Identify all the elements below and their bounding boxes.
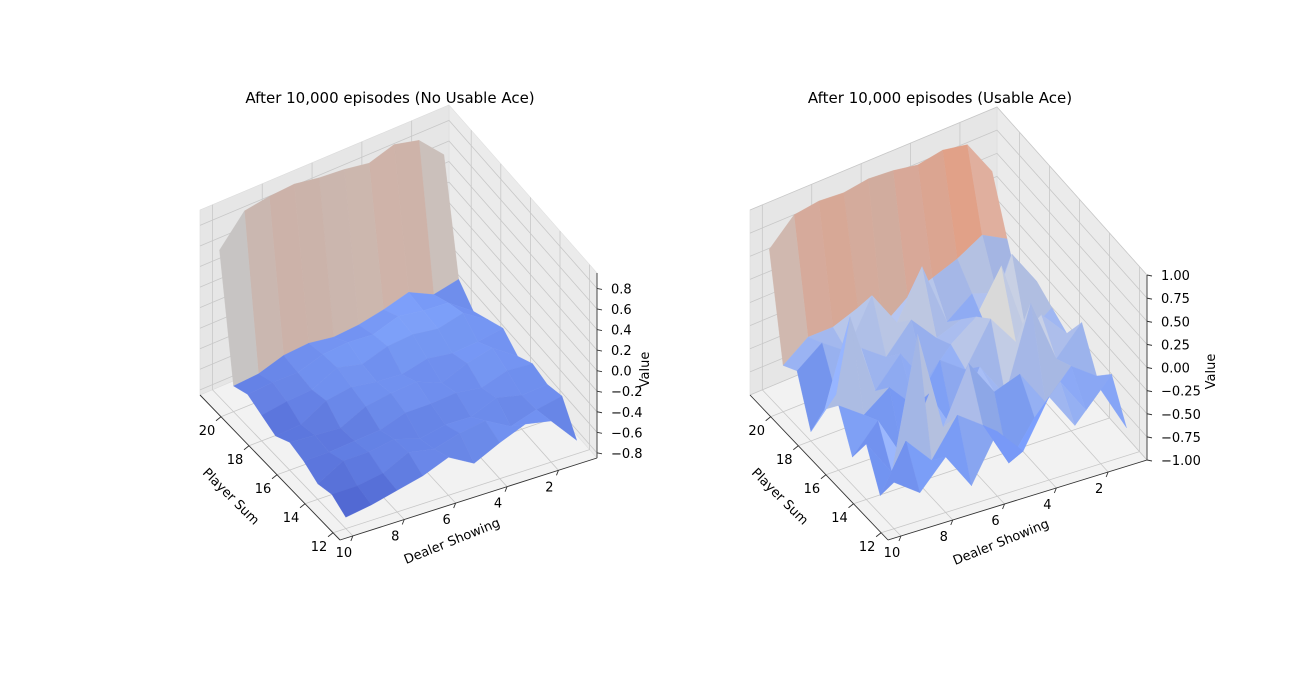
surface-facet bbox=[880, 440, 921, 496]
gridline-floor-x bbox=[880, 451, 1140, 534]
surface-plot-usable-ace: 12 14 16 18 20 2 4 6 8 10 −1.00 −0.75 −0.50 −0.25 0.00… bbox=[748, 89, 1219, 569]
gridline-floor-y bbox=[762, 389, 902, 537]
y-tick-label: 2 bbox=[545, 480, 553, 495]
x-tick-mark bbox=[299, 503, 306, 509]
z-tick-mark bbox=[596, 308, 603, 311]
z-tick-label: 0.75 bbox=[1161, 292, 1190, 307]
surface bbox=[769, 144, 1127, 497]
y-tick-mark bbox=[898, 535, 902, 542]
z-tick-label: 0.0 bbox=[611, 365, 632, 380]
chart-title: After 10,000 episodes (Usable Ace) bbox=[808, 89, 1072, 107]
x-tick-label: 20 bbox=[748, 424, 765, 439]
z-tick-label: 0.8 bbox=[611, 282, 632, 297]
y-tick-label: 10 bbox=[336, 546, 353, 561]
y-tick-label: 10 bbox=[884, 546, 901, 561]
z-tick-label: −1.00 bbox=[1161, 454, 1201, 469]
x-tick-mark bbox=[243, 445, 250, 451]
z-tick-mark bbox=[596, 390, 603, 393]
z-tick-label: 0.4 bbox=[611, 324, 632, 339]
z-tick-label: 1.00 bbox=[1161, 269, 1190, 284]
gridline-z bbox=[749, 106, 1148, 276]
z-tick-mark bbox=[596, 329, 603, 331]
z-tick-label: 0.6 bbox=[611, 303, 632, 318]
z-tick-label: 0.2 bbox=[611, 344, 632, 359]
z-tick-mark bbox=[596, 411, 603, 414]
x-axis-line bbox=[749, 394, 889, 541]
z-tick-mark bbox=[596, 287, 603, 290]
y-tick-mark bbox=[1002, 503, 1005, 510]
z-tick-mark bbox=[1146, 297, 1153, 300]
y-axis-line bbox=[339, 457, 598, 541]
z-tick-label: −0.6 bbox=[611, 426, 643, 441]
x-axis-line bbox=[199, 394, 341, 541]
y-tick-label: 4 bbox=[494, 497, 502, 512]
z-tick-mark bbox=[1146, 436, 1153, 439]
z-tick-label: 0.00 bbox=[1161, 362, 1190, 377]
x-tick-label: 12 bbox=[859, 540, 876, 555]
z-tick-mark bbox=[596, 349, 603, 352]
z-tick-mark bbox=[596, 431, 603, 434]
x-tick-mark bbox=[875, 532, 882, 538]
y-tick-mark bbox=[1053, 487, 1057, 494]
z-tick-label: −0.2 bbox=[611, 385, 643, 400]
z-tick-label: −0.8 bbox=[611, 447, 643, 462]
x-tick-label: 14 bbox=[831, 511, 848, 526]
x-tick-mark bbox=[848, 503, 854, 509]
surface-facet bbox=[982, 424, 1024, 464]
x-tick-label: 16 bbox=[804, 482, 821, 497]
y-tick-label: 6 bbox=[991, 514, 999, 529]
z-tick-mark bbox=[596, 370, 603, 373]
z-axis-label: Value bbox=[1204, 354, 1219, 390]
y-axis-line bbox=[887, 459, 1148, 541]
x-tick-mark bbox=[793, 445, 799, 451]
surface bbox=[219, 140, 578, 518]
z-tick-label: −0.75 bbox=[1161, 431, 1201, 446]
z-tick-label: −0.25 bbox=[1161, 385, 1201, 400]
x-tick-label: 14 bbox=[283, 511, 300, 526]
x-tick-label: 18 bbox=[776, 453, 793, 468]
y-tick-mark bbox=[556, 470, 559, 476]
gridline-floor-y bbox=[212, 389, 354, 537]
x-tick-label: 16 bbox=[255, 482, 272, 497]
x-tick-label: 20 bbox=[199, 424, 216, 439]
x-tick-mark bbox=[820, 474, 827, 480]
z-tick-mark bbox=[1146, 390, 1153, 393]
z-tick-label: 0.25 bbox=[1161, 338, 1190, 353]
y-tick-mark bbox=[401, 519, 405, 525]
y-tick-label: 8 bbox=[940, 530, 948, 545]
x-tick-label: 12 bbox=[311, 540, 328, 555]
y-tick-label: 6 bbox=[443, 513, 451, 528]
y-tick-mark bbox=[504, 486, 508, 492]
surface-plot-no-usable-ace: 12 14 16 18 20 2 4 6 8 10 −0.8 −0.6 −0.4 −0.2 0.0 0.2 0.… bbox=[199, 89, 653, 568]
y-tick-label: 4 bbox=[1043, 498, 1051, 513]
gridline-floor-x bbox=[332, 449, 590, 534]
y-tick-mark bbox=[1105, 471, 1109, 478]
z-tick-label: −0.50 bbox=[1161, 408, 1201, 423]
surface-facet bbox=[810, 316, 851, 432]
y-tick-mark bbox=[350, 535, 354, 542]
chart-title: After 10,000 episodes (No Usable Ace) bbox=[245, 89, 534, 107]
z-tick-label: −0.4 bbox=[611, 406, 643, 421]
x-tick-mark bbox=[327, 532, 334, 538]
z-tick-mark bbox=[1146, 367, 1153, 369]
x-tick-mark bbox=[765, 416, 771, 422]
z-axis-label: Value bbox=[638, 352, 653, 388]
y-tick-mark bbox=[950, 519, 954, 526]
x-tick-mark bbox=[215, 416, 222, 422]
x-tick-mark bbox=[271, 474, 278, 480]
z-tick-mark bbox=[1146, 320, 1153, 323]
z-tick-mark bbox=[1146, 413, 1153, 416]
z-tick-mark bbox=[1146, 274, 1153, 277]
z-tick-mark bbox=[596, 452, 603, 455]
y-tick-label: 2 bbox=[1095, 482, 1103, 497]
surface-facet bbox=[331, 485, 372, 518]
z-tick-label: 0.50 bbox=[1161, 315, 1190, 330]
y-tick-mark bbox=[453, 502, 457, 509]
z-tick-mark bbox=[1146, 459, 1153, 462]
y-tick-label: 8 bbox=[391, 530, 399, 545]
z-tick-mark bbox=[1146, 343, 1153, 346]
x-tick-label: 18 bbox=[227, 453, 244, 468]
